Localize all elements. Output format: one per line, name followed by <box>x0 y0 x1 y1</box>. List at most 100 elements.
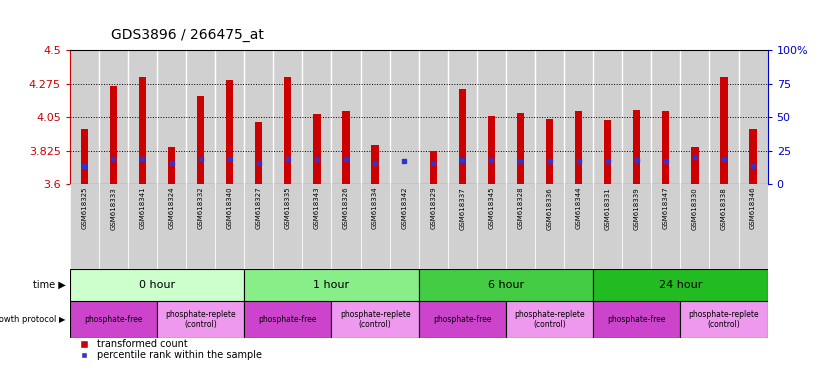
Bar <box>419 184 447 269</box>
Bar <box>535 50 564 184</box>
Text: GSM618338: GSM618338 <box>721 187 727 230</box>
Bar <box>80 129 88 184</box>
Text: phosphate-free: phosphate-free <box>433 315 492 324</box>
Bar <box>139 77 146 184</box>
Bar <box>506 301 594 338</box>
Bar <box>691 147 699 184</box>
Bar <box>419 50 447 184</box>
Bar <box>110 86 117 184</box>
Text: 6 hour: 6 hour <box>488 280 524 290</box>
Bar <box>197 96 204 184</box>
Bar <box>99 50 128 184</box>
Text: GSM618341: GSM618341 <box>140 187 145 230</box>
Text: GSM618346: GSM618346 <box>750 187 756 230</box>
Bar <box>681 50 709 184</box>
Bar <box>255 122 263 184</box>
Text: phosphate-free: phosphate-free <box>608 315 666 324</box>
Bar <box>459 89 466 184</box>
Bar <box>314 114 320 184</box>
Text: GDS3896 / 266475_at: GDS3896 / 266475_at <box>111 28 264 42</box>
Bar <box>390 184 419 269</box>
Bar <box>447 184 477 269</box>
Text: GSM618347: GSM618347 <box>663 187 669 230</box>
Bar <box>245 184 273 269</box>
Text: GSM618340: GSM618340 <box>227 187 232 230</box>
Bar <box>506 50 535 184</box>
Bar <box>750 129 757 184</box>
Bar <box>651 50 681 184</box>
Text: phosphate-replete
(control): phosphate-replete (control) <box>165 310 236 329</box>
Bar <box>546 119 553 184</box>
Bar <box>186 50 215 184</box>
Bar <box>371 146 378 184</box>
Bar <box>70 50 99 184</box>
Bar <box>594 184 622 269</box>
Bar <box>681 301 768 338</box>
Bar <box>720 77 727 184</box>
Text: GSM618342: GSM618342 <box>401 187 407 229</box>
Bar <box>128 50 157 184</box>
Bar <box>739 50 768 184</box>
Text: 0 hour: 0 hour <box>139 280 175 290</box>
Text: 24 hour: 24 hour <box>658 280 702 290</box>
Text: GSM618331: GSM618331 <box>605 187 611 230</box>
Text: GSM618344: GSM618344 <box>576 187 581 229</box>
Text: GSM618332: GSM618332 <box>198 187 204 230</box>
Text: GSM618335: GSM618335 <box>285 187 291 230</box>
Bar <box>284 77 291 184</box>
Bar <box>360 50 390 184</box>
Legend: transformed count, percentile rank within the sample: transformed count, percentile rank withi… <box>75 339 262 360</box>
Bar <box>564 50 594 184</box>
Bar <box>419 301 506 338</box>
Text: time ▶: time ▶ <box>33 280 66 290</box>
Text: growth protocol ▶: growth protocol ▶ <box>0 315 66 324</box>
Bar <box>506 184 535 269</box>
Bar <box>215 184 245 269</box>
Text: GSM618324: GSM618324 <box>168 187 175 229</box>
Bar <box>273 50 302 184</box>
Text: GSM618333: GSM618333 <box>110 187 117 230</box>
Text: GSM618329: GSM618329 <box>430 187 436 230</box>
Bar <box>604 120 612 184</box>
Bar <box>390 50 419 184</box>
Bar <box>332 50 360 184</box>
Text: GSM618336: GSM618336 <box>547 187 553 230</box>
Bar <box>419 269 594 301</box>
Bar <box>594 301 681 338</box>
Bar <box>186 184 215 269</box>
Text: GSM618328: GSM618328 <box>517 187 524 230</box>
Bar <box>273 184 302 269</box>
Bar <box>709 50 739 184</box>
Bar <box>477 50 506 184</box>
Bar <box>517 113 524 184</box>
Text: GSM618327: GSM618327 <box>256 187 262 230</box>
Text: phosphate-replete
(control): phosphate-replete (control) <box>340 310 410 329</box>
Bar <box>739 184 768 269</box>
Bar <box>360 184 390 269</box>
Bar <box>488 116 495 184</box>
Bar <box>401 184 408 220</box>
Bar <box>332 301 419 338</box>
Bar <box>477 184 506 269</box>
Bar <box>651 184 681 269</box>
Bar <box>429 151 437 184</box>
Text: 1 hour: 1 hour <box>314 280 350 290</box>
Text: phosphate-replete
(control): phosphate-replete (control) <box>514 310 585 329</box>
Bar <box>332 184 360 269</box>
Bar <box>681 184 709 269</box>
Bar <box>245 50 273 184</box>
Bar <box>594 50 622 184</box>
Bar <box>157 301 245 338</box>
Bar <box>633 110 640 184</box>
Bar <box>157 50 186 184</box>
Text: GSM618343: GSM618343 <box>314 187 320 230</box>
Text: phosphate-replete
(control): phosphate-replete (control) <box>689 310 759 329</box>
Bar <box>447 50 477 184</box>
Bar <box>128 184 157 269</box>
Bar <box>302 184 332 269</box>
Bar <box>622 50 651 184</box>
Bar <box>302 50 332 184</box>
Bar <box>564 184 594 269</box>
Text: GSM618334: GSM618334 <box>372 187 378 230</box>
Bar <box>575 111 582 184</box>
